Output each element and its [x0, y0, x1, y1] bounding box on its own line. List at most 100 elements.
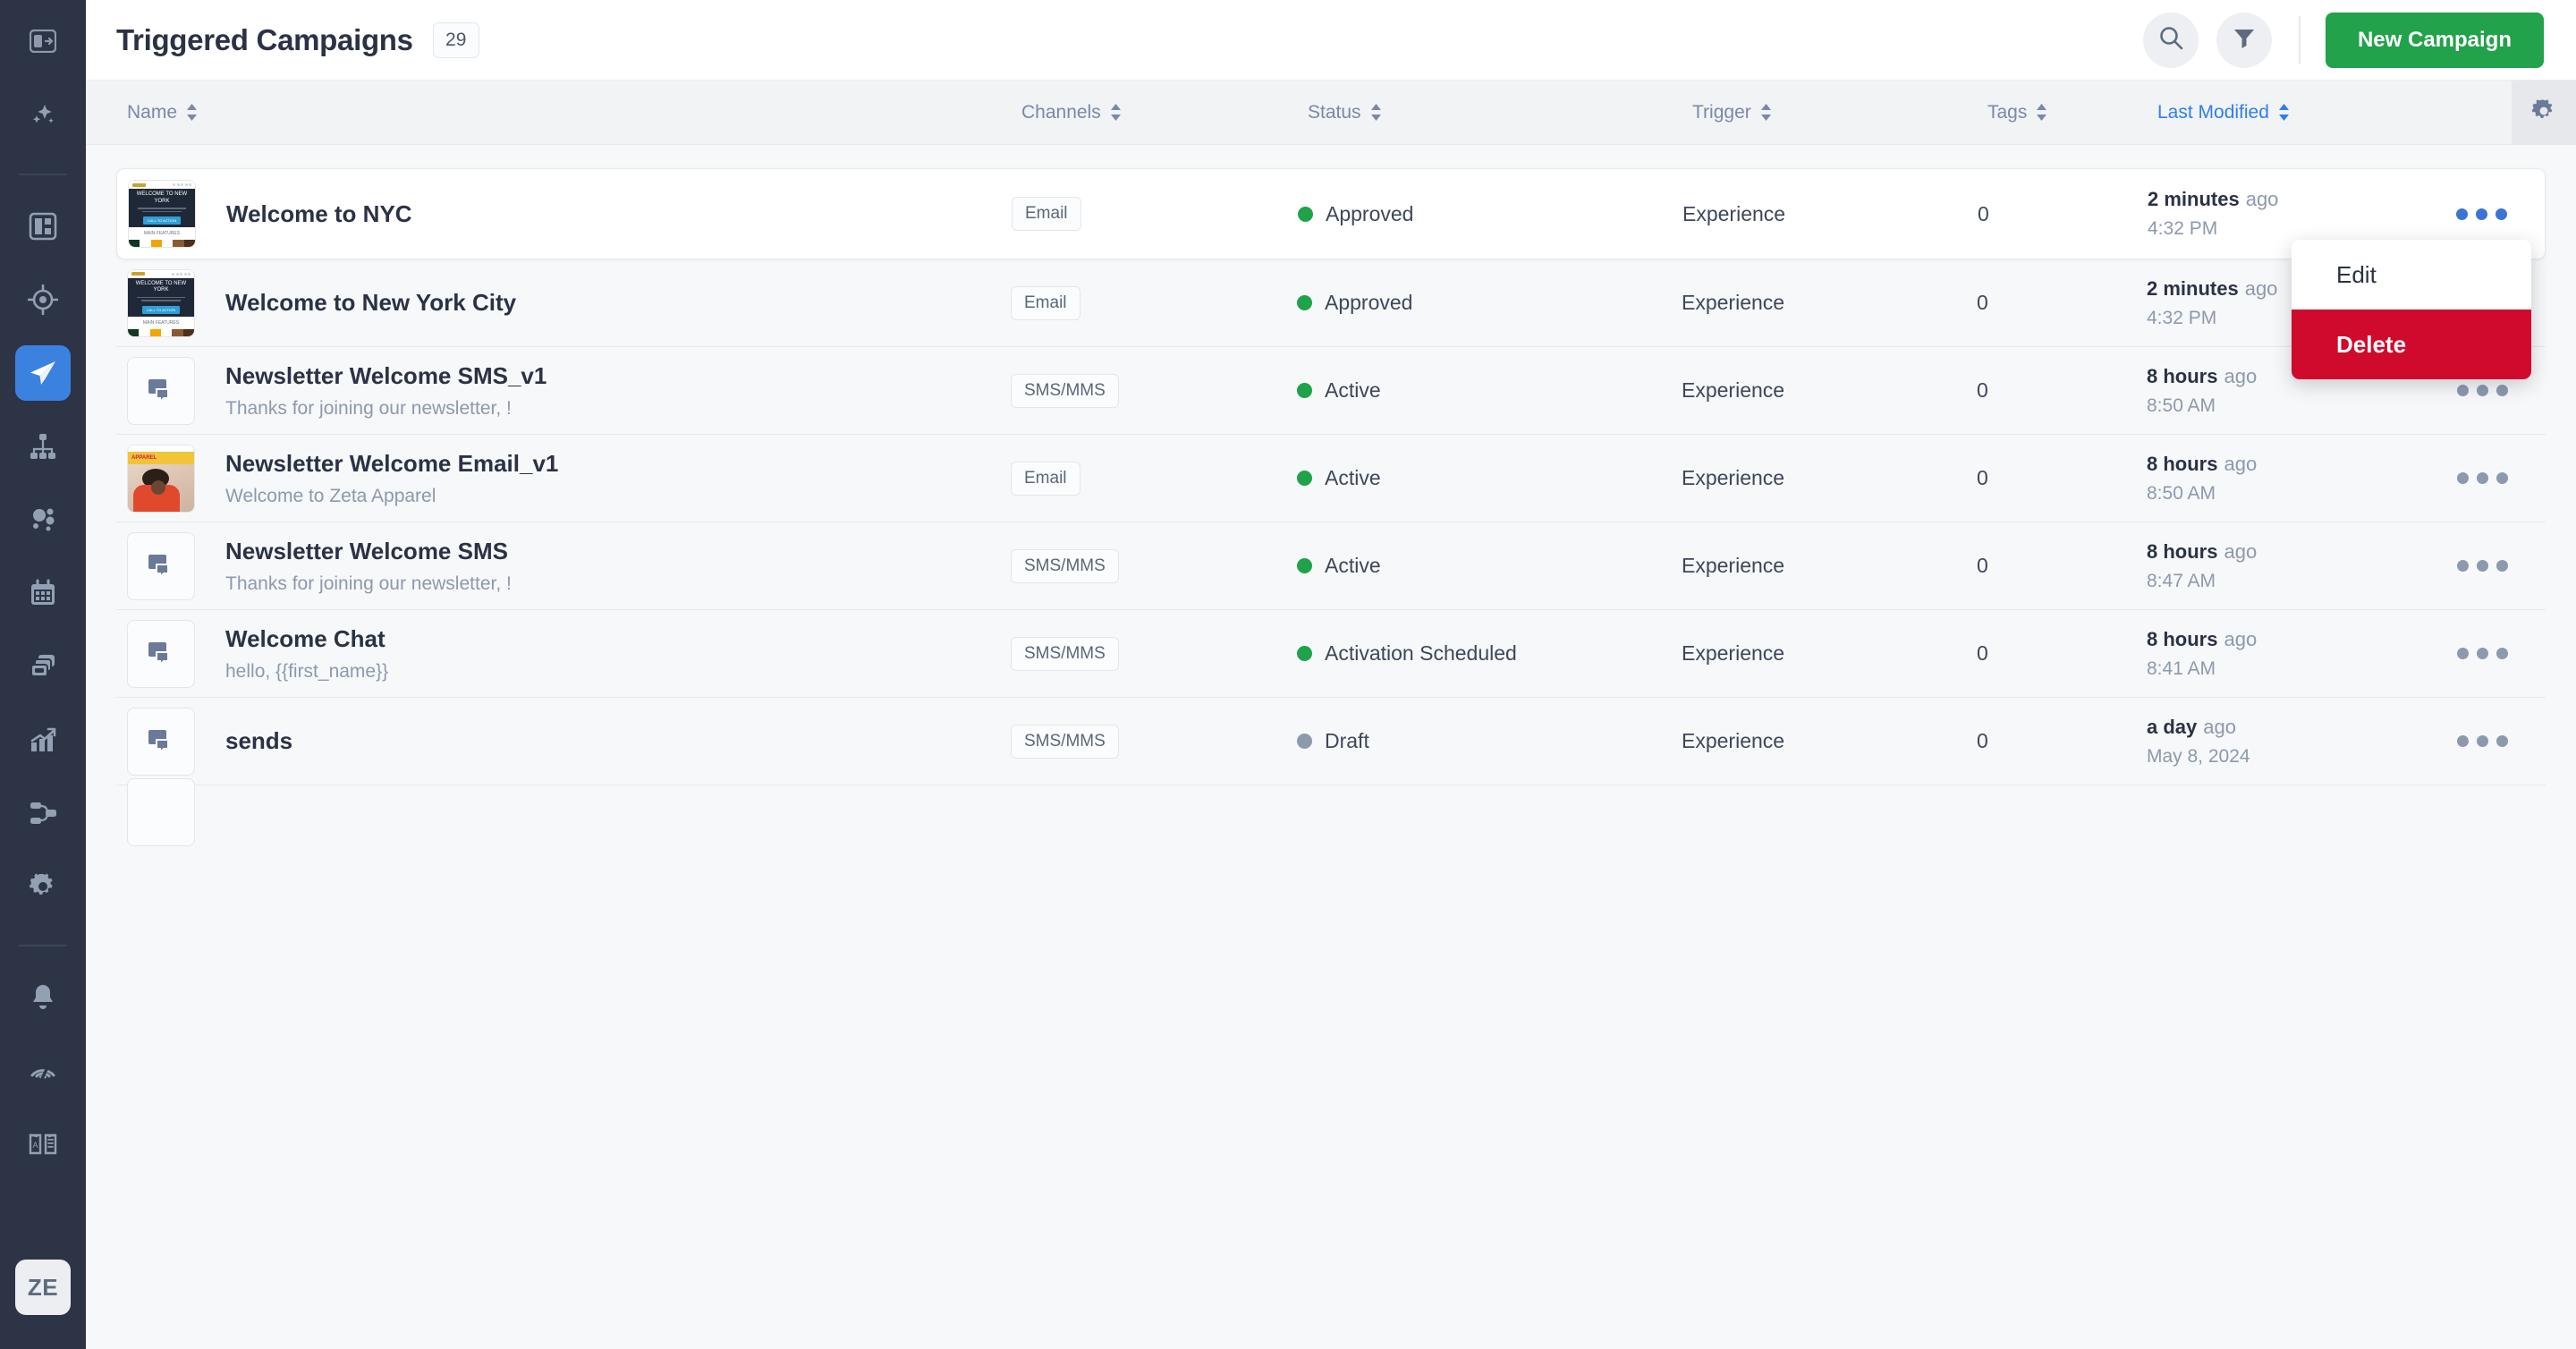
- cell-channels: Email: [1012, 197, 1298, 231]
- cell-name: WELCOME TO NEW YORK CALL TO ACTION MAIN FE…: [117, 180, 1012, 248]
- column-header-channels[interactable]: Channels: [1021, 102, 1308, 123]
- cell-tags: 0: [1977, 378, 1988, 402]
- sort-icon: [1370, 104, 1382, 121]
- table-row[interactable]: WELCOME TO NEW YORK CALL TO ACTION MAIN FE…: [116, 259, 2546, 347]
- new-campaign-button[interactable]: New Campaign: [2325, 12, 2544, 68]
- status-dot: [1298, 206, 1313, 222]
- column-header-last-modified[interactable]: Last Modified: [2157, 102, 2399, 123]
- table-row[interactable]: APPAREL Newsletter Welcome Email_v1 Welcom…: [116, 435, 2546, 522]
- sidebar-item-dashboard[interactable]: [15, 199, 71, 254]
- campaign-name: Newsletter Welcome SMS: [225, 537, 508, 564]
- table-row[interactable]: [116, 778, 2546, 846]
- sidebar-item-notifications[interactable]: [15, 970, 71, 1025]
- cell-name: sends: [116, 707, 1011, 776]
- email-thumbnail-preview: APPAREL: [128, 445, 194, 512]
- sidebar-item-journeys[interactable]: [15, 419, 71, 474]
- column-header-tags[interactable]: Tags: [1987, 102, 2157, 123]
- cell-tags: 0: [1977, 466, 1988, 489]
- column-header-status[interactable]: Status: [1308, 102, 1692, 123]
- table-row[interactable]: Newsletter Welcome SMS_v1 Thanks for join…: [116, 347, 2546, 435]
- row-thumbnail: [127, 707, 195, 776]
- campaign-subtitle: Thanks for joining our newsletter, !: [225, 397, 512, 419]
- sidebar-item-system-status[interactable]: [15, 1043, 71, 1099]
- cell-last-modified: a day ago May 8, 2024: [2147, 716, 2388, 768]
- modified-relative: a day ago: [2147, 715, 2236, 738]
- layout-dashboard-icon: [28, 211, 58, 242]
- row-menu-button[interactable]: [2457, 648, 2508, 659]
- modified-time: 8:41 AM: [2147, 658, 2216, 679]
- cell-name: Welcome Chat hello, {{first_name}}: [116, 619, 1011, 688]
- sidebar-item-workflows[interactable]: [15, 785, 71, 841]
- header-divider: [2298, 15, 2301, 64]
- row-menu-button[interactable]: [2457, 735, 2508, 747]
- sidebar-item-analytics[interactable]: [15, 712, 71, 768]
- sidebar-item-ai-sparkles[interactable]: [15, 88, 71, 143]
- table-row[interactable]: sends SMS/MMS Draft Experience 0 a day ago May …: [116, 698, 2546, 785]
- account-avatar[interactable]: ZE: [15, 1260, 71, 1315]
- table-row[interactable]: WELCOME TO NEW YORK CALL TO ACTION MAIN FE…: [116, 168, 2546, 259]
- filter-button[interactable]: [2216, 12, 2272, 68]
- column-header-name[interactable]: Name: [127, 102, 1021, 123]
- bell-icon: [28, 982, 58, 1013]
- gear-icon: [2530, 98, 2557, 129]
- row-menu-button[interactable]: [2456, 208, 2507, 220]
- row-menu-button[interactable]: [2457, 560, 2508, 572]
- sparkles-icon: [28, 100, 58, 131]
- row-thumbnail: APPAREL: [127, 444, 195, 513]
- sidebar-item-docs[interactable]: A: [15, 1116, 71, 1172]
- sidebar-item-settings[interactable]: [15, 859, 71, 914]
- context-menu-delete[interactable]: Delete: [2292, 310, 2531, 379]
- table-row[interactable]: Newsletter Welcome SMS Thanks for joining…: [116, 522, 2546, 610]
- modified-relative: 8 hours ago: [2147, 364, 2258, 387]
- row-menu-button[interactable]: [2457, 385, 2508, 396]
- cell-channels: SMS/MMS: [1011, 724, 1297, 759]
- chat-bubble-icon: [144, 637, 178, 671]
- cell-status: Activation Scheduled: [1297, 641, 1682, 666]
- target-icon: [28, 284, 58, 315]
- modified-time: May 8, 2024: [2147, 745, 2250, 767]
- row-context-menu: Edit Delete: [2292, 240, 2531, 379]
- row-menu-button[interactable]: [2457, 472, 2508, 484]
- filter-icon: [2232, 25, 2257, 55]
- status-label: Active: [1325, 378, 1381, 402]
- network-nodes-icon: [28, 505, 58, 535]
- chat-bubble-icon: [144, 725, 178, 759]
- table-settings-button[interactable]: [2512, 81, 2576, 145]
- sidebar-item-calendar[interactable]: [15, 565, 71, 621]
- table-row[interactable]: Welcome Chat hello, {{first_name}} SMS/MMS…: [116, 610, 2546, 698]
- calendar-icon: [28, 578, 58, 608]
- status-dot: [1297, 646, 1312, 661]
- cell-last-modified: 2 minutes ago 4:32 PM: [2148, 188, 2389, 240]
- cell-tags: 0: [1977, 641, 1988, 665]
- email-thumbnail-preview: WELCOME TO NEW YORK CALL TO ACTION MAIN FE…: [129, 181, 195, 247]
- modified-relative: 8 hours ago: [2147, 539, 2258, 563]
- sidebar-item-audience-target[interactable]: [15, 272, 71, 327]
- gear-icon: [28, 871, 58, 902]
- cell-last-modified: 2 minutes ago 4:32 PM: [2147, 277, 2388, 329]
- channel-chip: Email: [1011, 461, 1080, 496]
- status-dot: [1297, 295, 1312, 310]
- sidebar-item-segments[interactable]: [15, 492, 71, 547]
- cell-last-modified: 8 hours ago 8:47 AM: [2147, 540, 2388, 592]
- modified-relative: 8 hours ago: [2147, 627, 2258, 650]
- campaign-subtitle: Welcome to Zeta Apparel: [225, 485, 436, 506]
- sidebar-item-campaigns[interactable]: [15, 345, 71, 401]
- cell-name: WELCOME TO NEW YORK CALL TO ACTION MAIN FE…: [116, 268, 1011, 337]
- column-header-trigger[interactable]: Trigger: [1692, 102, 1987, 123]
- row-thumbnail: [127, 531, 195, 600]
- campaign-name: Welcome Chat: [225, 624, 386, 652]
- panel-collapse-icon[interactable]: [18, 20, 68, 63]
- status-label: Approved: [1326, 201, 1414, 225]
- sort-icon: [2278, 104, 2290, 121]
- row-thumbnail: [127, 619, 195, 688]
- context-menu-edit[interactable]: Edit: [2292, 240, 2531, 310]
- search-button[interactable]: [2142, 12, 2199, 68]
- sidebar-item-content-library[interactable]: [15, 639, 71, 694]
- book-icon: A: [28, 1129, 58, 1159]
- cell-tags: 0: [1977, 554, 1988, 577]
- cell-trigger: Experience: [1682, 466, 1785, 489]
- table-header-row: Name Channels Status: [86, 81, 2576, 145]
- campaign-list: WELCOME TO NEW YORK CALL TO ACTION MAIN FE…: [86, 145, 2576, 1349]
- cell-actions: [2388, 385, 2546, 396]
